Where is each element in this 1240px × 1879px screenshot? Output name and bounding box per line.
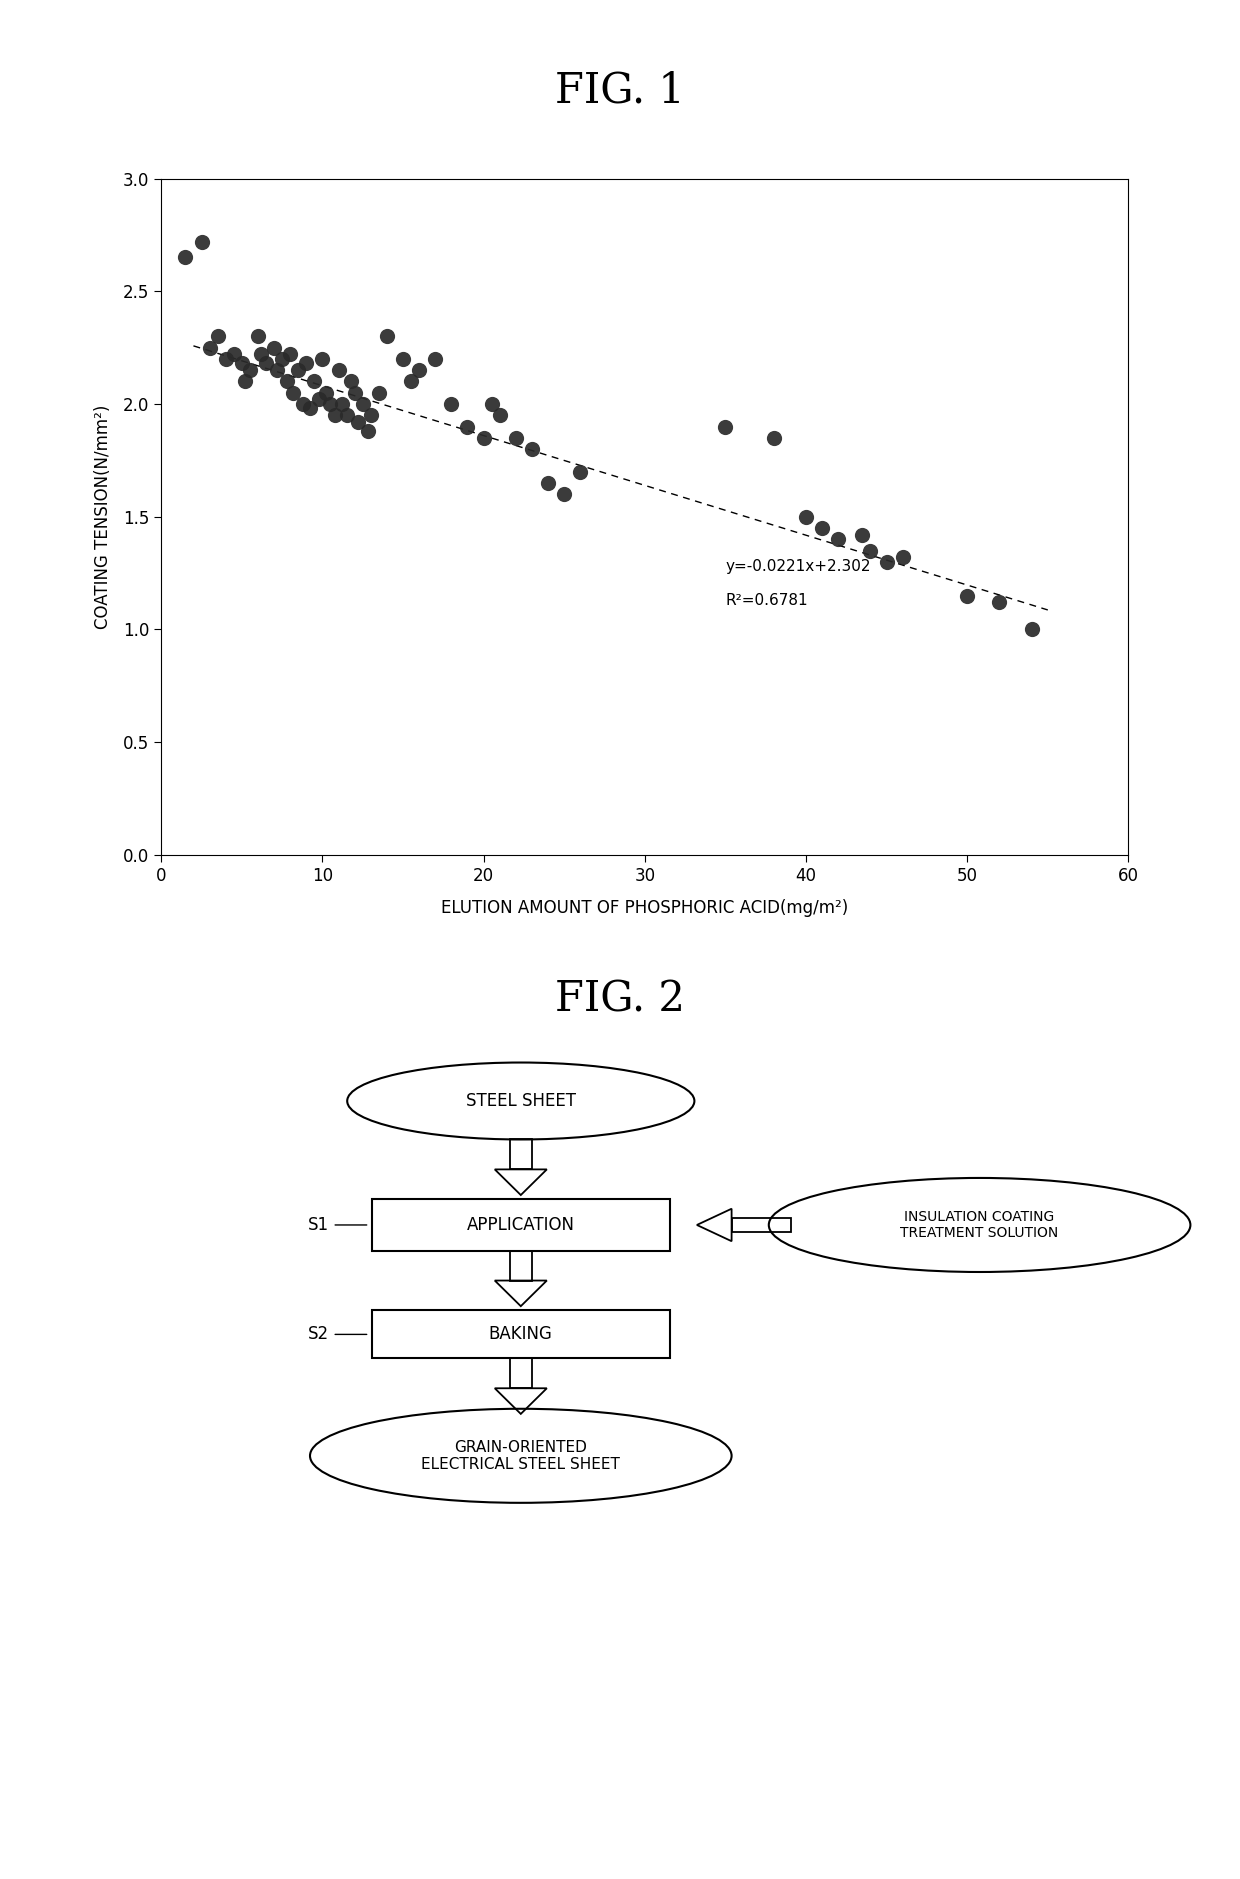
- Point: [300, 393, 320, 423]
- Point: [216, 344, 236, 374]
- Text: STEEL SHEET: STEEL SHEET: [466, 1092, 575, 1110]
- Point: [353, 389, 373, 419]
- Point: [990, 588, 1009, 618]
- Point: [277, 366, 296, 396]
- Point: [370, 378, 389, 408]
- Text: APPLICATION: APPLICATION: [466, 1216, 575, 1235]
- Point: [554, 479, 574, 509]
- Point: [458, 412, 477, 442]
- Point: [305, 366, 325, 396]
- Point: [264, 333, 284, 363]
- Point: [200, 333, 219, 363]
- Point: [309, 385, 329, 415]
- Point: [284, 378, 304, 408]
- Point: [377, 321, 397, 351]
- Point: [393, 344, 413, 374]
- Point: [248, 321, 268, 351]
- Text: S2: S2: [308, 1325, 329, 1343]
- Point: [861, 536, 880, 566]
- Point: [345, 378, 365, 408]
- Point: [348, 408, 368, 438]
- Point: [332, 389, 352, 419]
- Point: [522, 434, 542, 464]
- Text: BAKING: BAKING: [489, 1325, 553, 1343]
- Point: [361, 400, 381, 430]
- Point: [538, 468, 558, 498]
- Point: [223, 340, 243, 370]
- Text: y=-0.0221x+2.302: y=-0.0221x+2.302: [725, 558, 870, 573]
- Text: S1: S1: [308, 1216, 329, 1235]
- Point: [812, 513, 832, 543]
- Point: [273, 344, 293, 374]
- Point: [490, 400, 510, 430]
- Text: R²=0.6781: R²=0.6781: [725, 592, 808, 607]
- Point: [241, 355, 260, 385]
- X-axis label: ELUTION AMOUNT OF PHOSPHORIC ACID(mg/m²): ELUTION AMOUNT OF PHOSPHORIC ACID(mg/m²): [441, 898, 848, 917]
- Point: [341, 366, 361, 396]
- Point: [877, 547, 897, 577]
- Point: [1022, 614, 1042, 644]
- Point: [764, 423, 784, 453]
- Point: [853, 520, 873, 551]
- Point: [288, 355, 309, 385]
- Text: GRAIN-ORIENTED
ELECTRICAL STEEL SHEET: GRAIN-ORIENTED ELECTRICAL STEEL SHEET: [422, 1439, 620, 1471]
- Point: [236, 366, 255, 396]
- Point: [329, 355, 348, 385]
- Text: FIG. 2: FIG. 2: [556, 979, 684, 1020]
- Point: [268, 355, 288, 385]
- Point: [893, 543, 913, 573]
- Point: [715, 412, 735, 442]
- Point: [570, 457, 590, 487]
- Point: [828, 524, 848, 554]
- Point: [441, 389, 461, 419]
- Point: [320, 389, 340, 419]
- Point: [192, 227, 212, 257]
- Point: [357, 415, 377, 445]
- Text: FIG. 1: FIG. 1: [556, 70, 684, 111]
- Point: [316, 378, 336, 408]
- Point: [280, 340, 300, 370]
- Point: [296, 348, 316, 378]
- Y-axis label: COATING TENSION(N/mm²): COATING TENSION(N/mm²): [94, 404, 112, 629]
- Point: [425, 344, 445, 374]
- Text: INSULATION COATING
TREATMENT SOLUTION: INSULATION COATING TREATMENT SOLUTION: [900, 1210, 1059, 1240]
- Point: [337, 400, 357, 430]
- Point: [402, 366, 422, 396]
- Point: [293, 389, 312, 419]
- Point: [257, 348, 277, 378]
- Point: [482, 389, 502, 419]
- Point: [957, 581, 977, 611]
- Point: [208, 321, 228, 351]
- Point: [474, 423, 494, 453]
- Point: [312, 344, 332, 374]
- Point: [252, 340, 272, 370]
- Point: [506, 423, 526, 453]
- Point: [176, 242, 196, 272]
- Point: [796, 502, 816, 532]
- Point: [409, 355, 429, 385]
- Point: [232, 348, 252, 378]
- Point: [325, 400, 345, 430]
